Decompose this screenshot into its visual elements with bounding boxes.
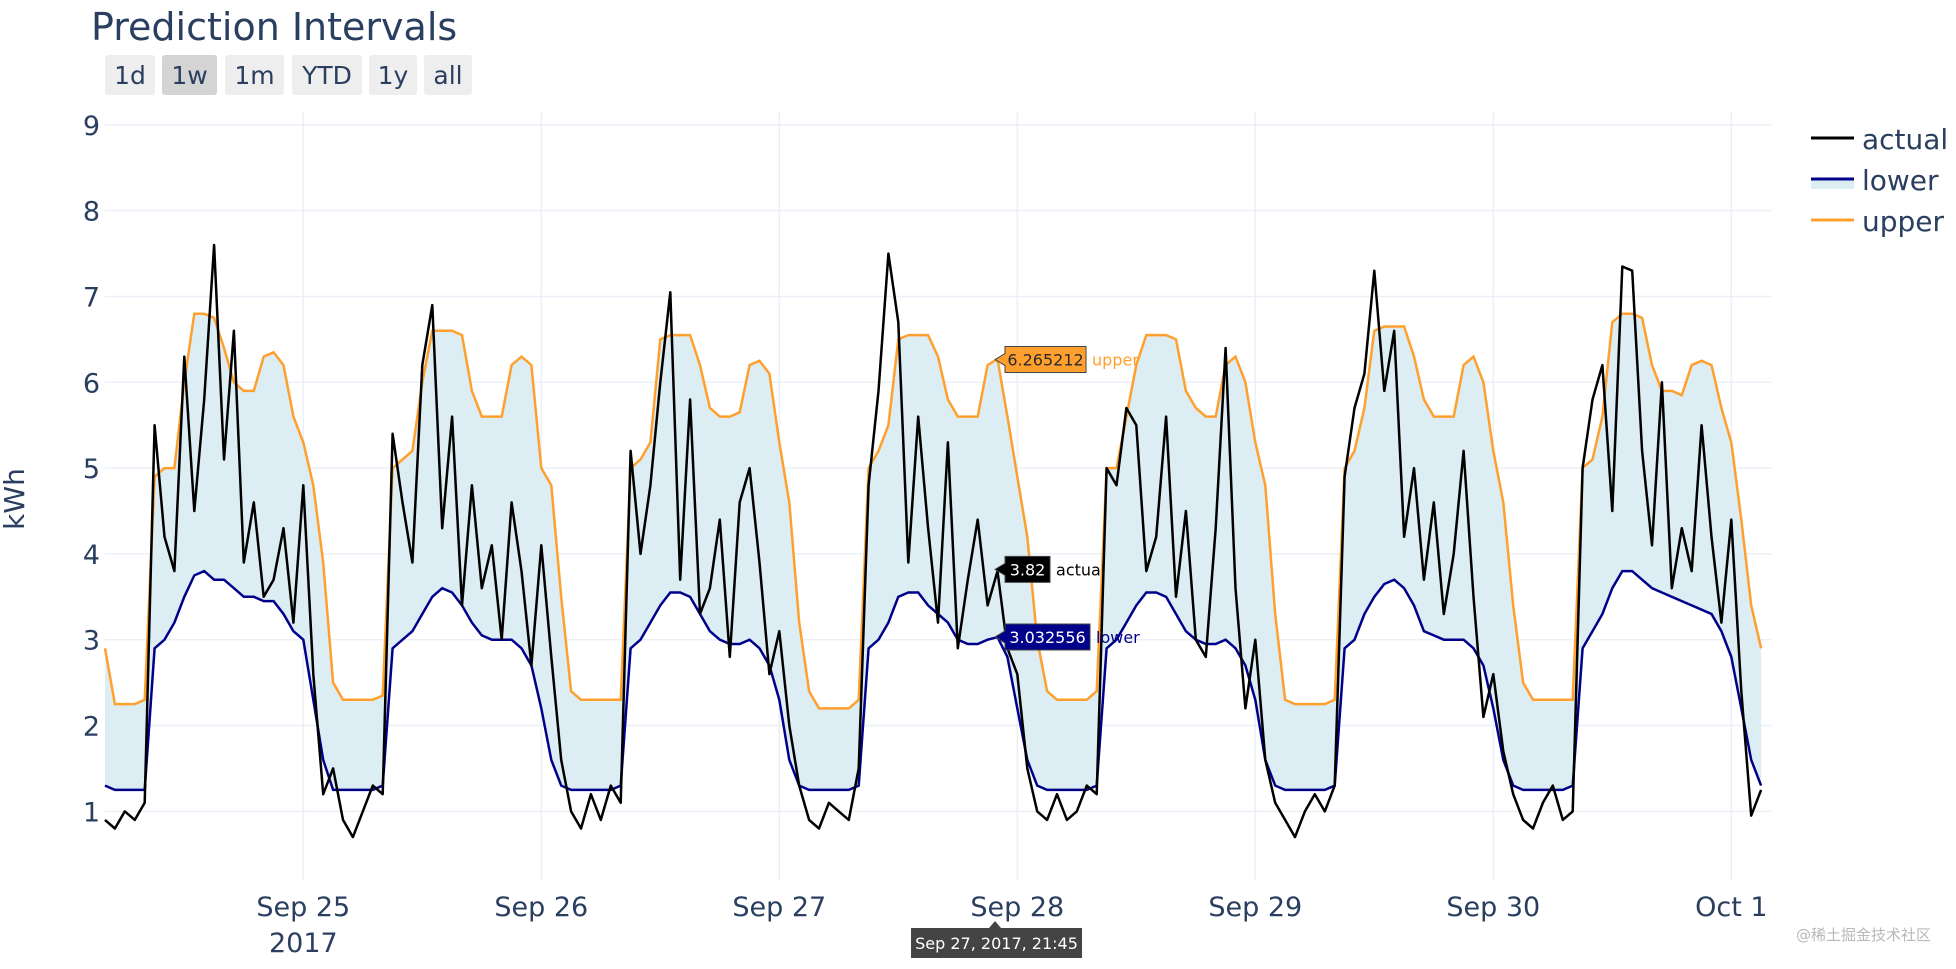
- hover-value: 6.265212: [1007, 351, 1083, 370]
- x-tick-label: Oct 1: [1695, 892, 1767, 923]
- series-line-upper[interactable]: [103, 312, 1763, 710]
- hover-series-name: actual: [1056, 560, 1105, 579]
- hover-x-label: Sep 27, 2017, 21:45: [911, 921, 1083, 958]
- range-button-1w[interactable]: 1w: [162, 55, 217, 95]
- y-tick-label: 9: [83, 111, 100, 142]
- range-button-bg: [369, 55, 417, 95]
- legend[interactable]: actual lower upper: [1811, 123, 1948, 238]
- interval-fill-area: [105, 313, 1762, 790]
- range-button-1y[interactable]: 1y: [369, 55, 417, 95]
- hover-series-name: upper: [1092, 351, 1139, 370]
- range-button-label: YTD: [301, 61, 352, 90]
- hover-label-box: [994, 623, 1091, 651]
- x-tick-label: Sep 25: [256, 892, 350, 923]
- range-button-bg: [424, 55, 472, 95]
- y-axis-title: kWh: [0, 468, 31, 530]
- y-tick-label: 7: [83, 282, 100, 313]
- y-tick-label: 1: [83, 797, 100, 828]
- range-button-all[interactable]: all: [424, 55, 472, 95]
- legend-label: upper: [1862, 205, 1945, 238]
- y-axis-ticks: 1 2 3 4 5 6 7 8 9: [83, 111, 100, 828]
- y-tick-label: 8: [83, 197, 100, 228]
- hover-label-lower: 3.032556 lower: [994, 623, 1140, 651]
- range-button-bg: [105, 55, 155, 95]
- y-tick-label: 6: [83, 368, 100, 399]
- range-selector: 1d 1w 1m YTD 1y all: [105, 55, 472, 95]
- hover-x-label-box: [911, 921, 1083, 958]
- hover-label-box: [994, 346, 1087, 374]
- legend-fill-swatch: [1811, 179, 1854, 189]
- x-tick-label: Sep 28: [970, 892, 1064, 923]
- legend-item-actual[interactable]: actual: [1811, 123, 1948, 156]
- range-button-label: all: [433, 61, 462, 90]
- y-tick-label: 4: [83, 540, 100, 571]
- y-tick-label: 2: [83, 712, 100, 743]
- watermark: @稀土掘金技术社区: [1796, 926, 1931, 944]
- range-button-1d[interactable]: 1d: [105, 55, 155, 95]
- hover-labels: 6.265212 upper 3.82 actual 3.032556 lower Sep …: [911, 346, 1140, 958]
- hover-value: 3.032556: [1009, 628, 1085, 647]
- x-tick-label: Sep 27: [732, 892, 826, 923]
- series-line-lower[interactable]: [104, 569, 1763, 792]
- hover-value: 3.82: [1010, 560, 1046, 579]
- hover-label-box: [994, 555, 1051, 583]
- hover-series-name: lower: [1096, 628, 1140, 647]
- plot-area[interactable]: [103, 243, 1763, 839]
- x-tick-label: Sep 29: [1208, 892, 1302, 923]
- range-button-1m[interactable]: 1m: [225, 55, 284, 95]
- range-button-label: 1y: [378, 61, 409, 90]
- x-tick-sublabel: 2017: [269, 928, 338, 959]
- range-button-label: 1w: [171, 61, 207, 90]
- chart-title: Prediction Intervals: [91, 5, 457, 49]
- range-button-label: 1d: [114, 61, 146, 90]
- range-button-bg: [162, 55, 217, 95]
- y-tick-label: 3: [83, 626, 100, 657]
- hover-x-value: Sep 27, 2017, 21:45: [915, 934, 1078, 953]
- legend-item-upper[interactable]: upper: [1811, 205, 1945, 238]
- legend-label: actual: [1862, 123, 1948, 156]
- x-tick-label: Sep 26: [494, 892, 588, 923]
- hover-label-upper: 6.265212 upper: [994, 346, 1139, 374]
- x-tick-label: Sep 30: [1446, 892, 1540, 923]
- hover-label-actual: 3.82 actual: [994, 555, 1105, 583]
- x-axis-ticks: Sep 25 2017 Sep 26 Sep 27 Sep 28 Sep 29 Sep 30…: [256, 892, 1767, 959]
- legend-item-lower[interactable]: lower: [1811, 164, 1939, 197]
- y-tick-label: 5: [83, 454, 100, 485]
- range-button-bg: [292, 55, 362, 95]
- range-button-bg: [225, 55, 284, 95]
- range-button-label: 1m: [234, 61, 274, 90]
- range-button-ytd[interactable]: YTD: [292, 55, 362, 95]
- series-line-actual[interactable]: [104, 243, 1763, 839]
- legend-label: lower: [1862, 164, 1939, 197]
